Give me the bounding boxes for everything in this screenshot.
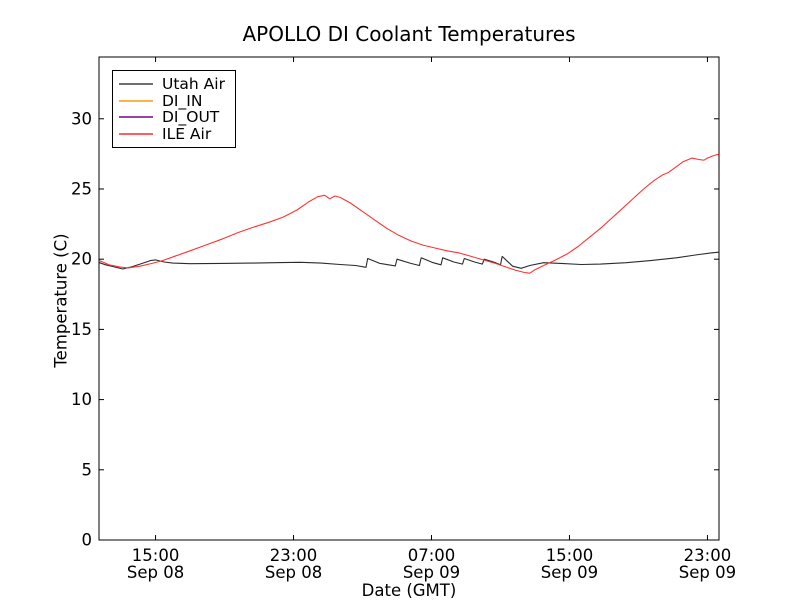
y-tick-label: 0 (82, 531, 93, 550)
legend-line-sample (119, 116, 153, 119)
legend-label: DI_OUT (162, 108, 220, 127)
x-tick-label-date: Sep 09 (679, 563, 736, 582)
legend-line-sample (119, 83, 153, 86)
series-line-ile-air (99, 154, 719, 274)
legend-row: ILE Air (119, 126, 227, 143)
legend-label: ILE Air (162, 124, 212, 143)
legend-line-sample (119, 99, 153, 102)
legend-label: Utah Air (162, 75, 225, 94)
plot-frame (98, 56, 720, 541)
legend: Utah Air DI_IN DI_OUT ILE Air (112, 70, 236, 148)
x-tick-label-time: 15:00 (546, 546, 594, 565)
legend-row: DI_IN (119, 93, 227, 110)
x-tick-label-time: 23:00 (270, 546, 318, 565)
x-axis-label: Date (GMT) (361, 581, 457, 600)
x-tick-label-date: Sep 09 (541, 563, 598, 582)
y-tick-label: 5 (82, 460, 93, 479)
x-tick-label-time: 23:00 (684, 546, 732, 565)
y-tick-label: 20 (71, 250, 92, 269)
legend-row: Utah Air (119, 76, 227, 93)
y-tick-label: 15 (71, 320, 92, 339)
y-tick-label: 30 (71, 109, 92, 128)
x-tick-label-time: 07:00 (408, 546, 456, 565)
chart-title: APOLLO DI Coolant Temperatures (242, 22, 576, 46)
series-line-utah-air (99, 251, 719, 270)
legend-label: DI_IN (162, 91, 203, 110)
y-tick-label: 10 (71, 390, 92, 409)
legend-row: DI_OUT (119, 109, 227, 126)
x-tick-label-time: 15:00 (132, 546, 180, 565)
legend-line-sample (119, 132, 153, 135)
x-tick-label-date: Sep 09 (403, 563, 460, 582)
x-tick-label-date: Sep 08 (265, 563, 322, 582)
x-tick-label-date: Sep 08 (127, 563, 184, 582)
y-tick-label: 25 (71, 179, 92, 198)
y-axis-label: Temperature (C) (51, 233, 71, 368)
